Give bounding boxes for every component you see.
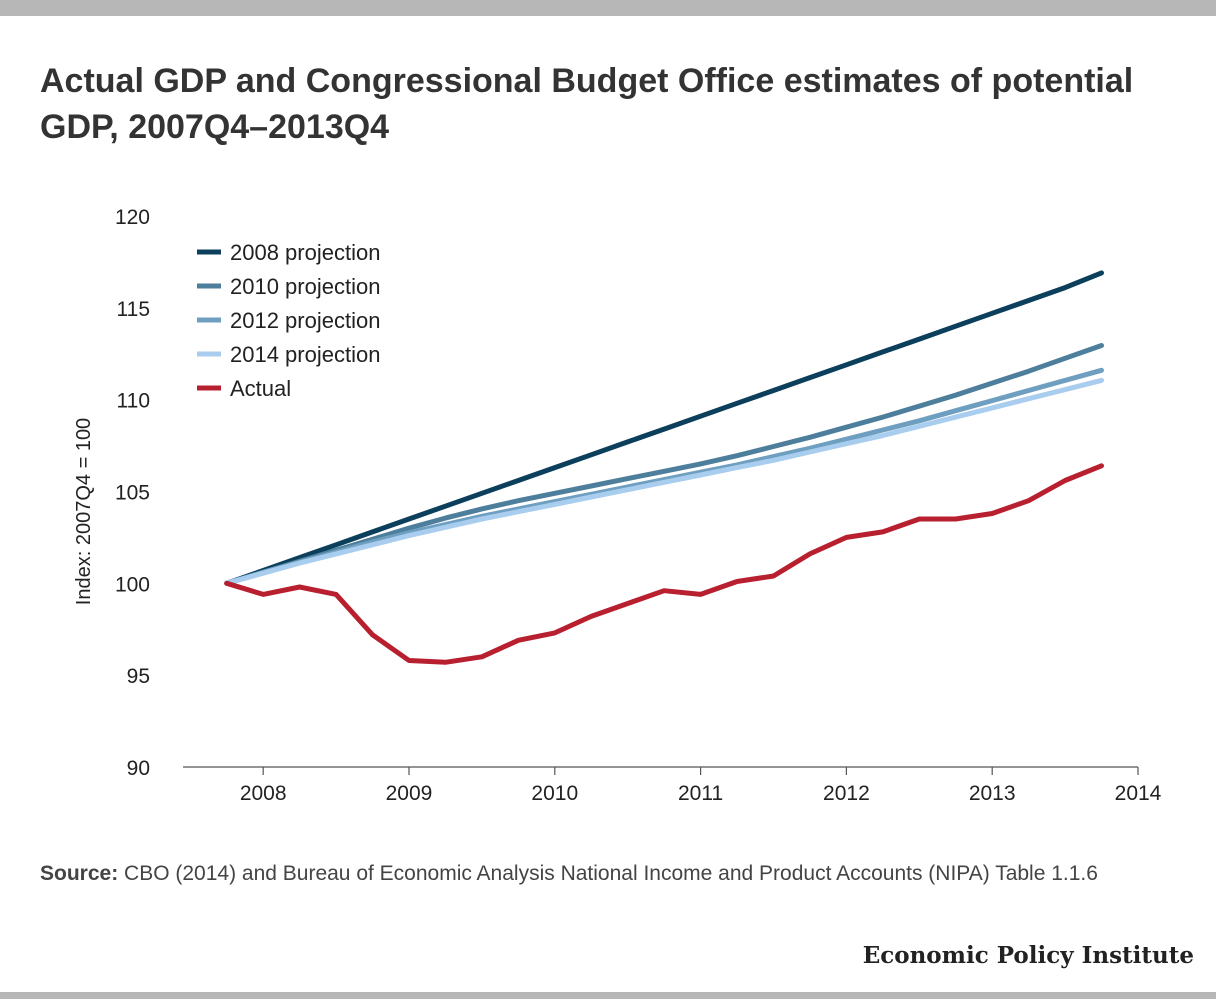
source-text: CBO (2014) and Bureau of Economic Analys… — [118, 862, 1098, 885]
source-note: Source: CBO (2014) and Bureau of Economi… — [40, 858, 1190, 890]
x-tick-label: 2011 — [678, 782, 723, 805]
series-line — [224, 270, 1104, 586]
chart-title: Actual GDP and Congressional Budget Offi… — [40, 62, 1134, 146]
y-axis-title: Index: 2007Q4 = 100 — [73, 418, 95, 605]
series-line — [224, 377, 1104, 586]
x-tick-label: 2010 — [531, 782, 578, 805]
legend-label: 2012 projection — [230, 308, 380, 333]
y-tick-label: 115 — [117, 298, 150, 321]
y-tick-label: 95 — [127, 665, 150, 688]
x-tick-label: 2012 — [823, 782, 870, 805]
series-line — [224, 463, 1104, 665]
series-line — [224, 367, 1104, 586]
x-tick-label: 2013 — [969, 782, 1016, 805]
legend-label: 2008 projection — [230, 240, 380, 265]
y-tick-label: 105 — [115, 482, 150, 505]
legend-label: 2014 projection — [230, 342, 380, 367]
legend-label: Actual — [230, 376, 291, 401]
legend-label: 2010 projection — [230, 274, 380, 299]
series-line — [224, 343, 1104, 586]
brand-logo-text: Economic Policy Institute — [862, 942, 1194, 969]
x-tick-label: 2008 — [240, 782, 287, 805]
y-tick-label: 110 — [117, 390, 150, 413]
y-tick-label: 90 — [127, 757, 150, 780]
top-border-band — [0, 0, 1216, 16]
y-tick-label: 100 — [115, 573, 150, 596]
x-tick-label: 2014 — [1115, 782, 1162, 805]
bottom-border-band — [0, 992, 1216, 999]
y-tick-label: 120 — [115, 206, 150, 229]
source-label: Source: — [40, 862, 119, 885]
x-tick-label: 2009 — [386, 782, 433, 805]
